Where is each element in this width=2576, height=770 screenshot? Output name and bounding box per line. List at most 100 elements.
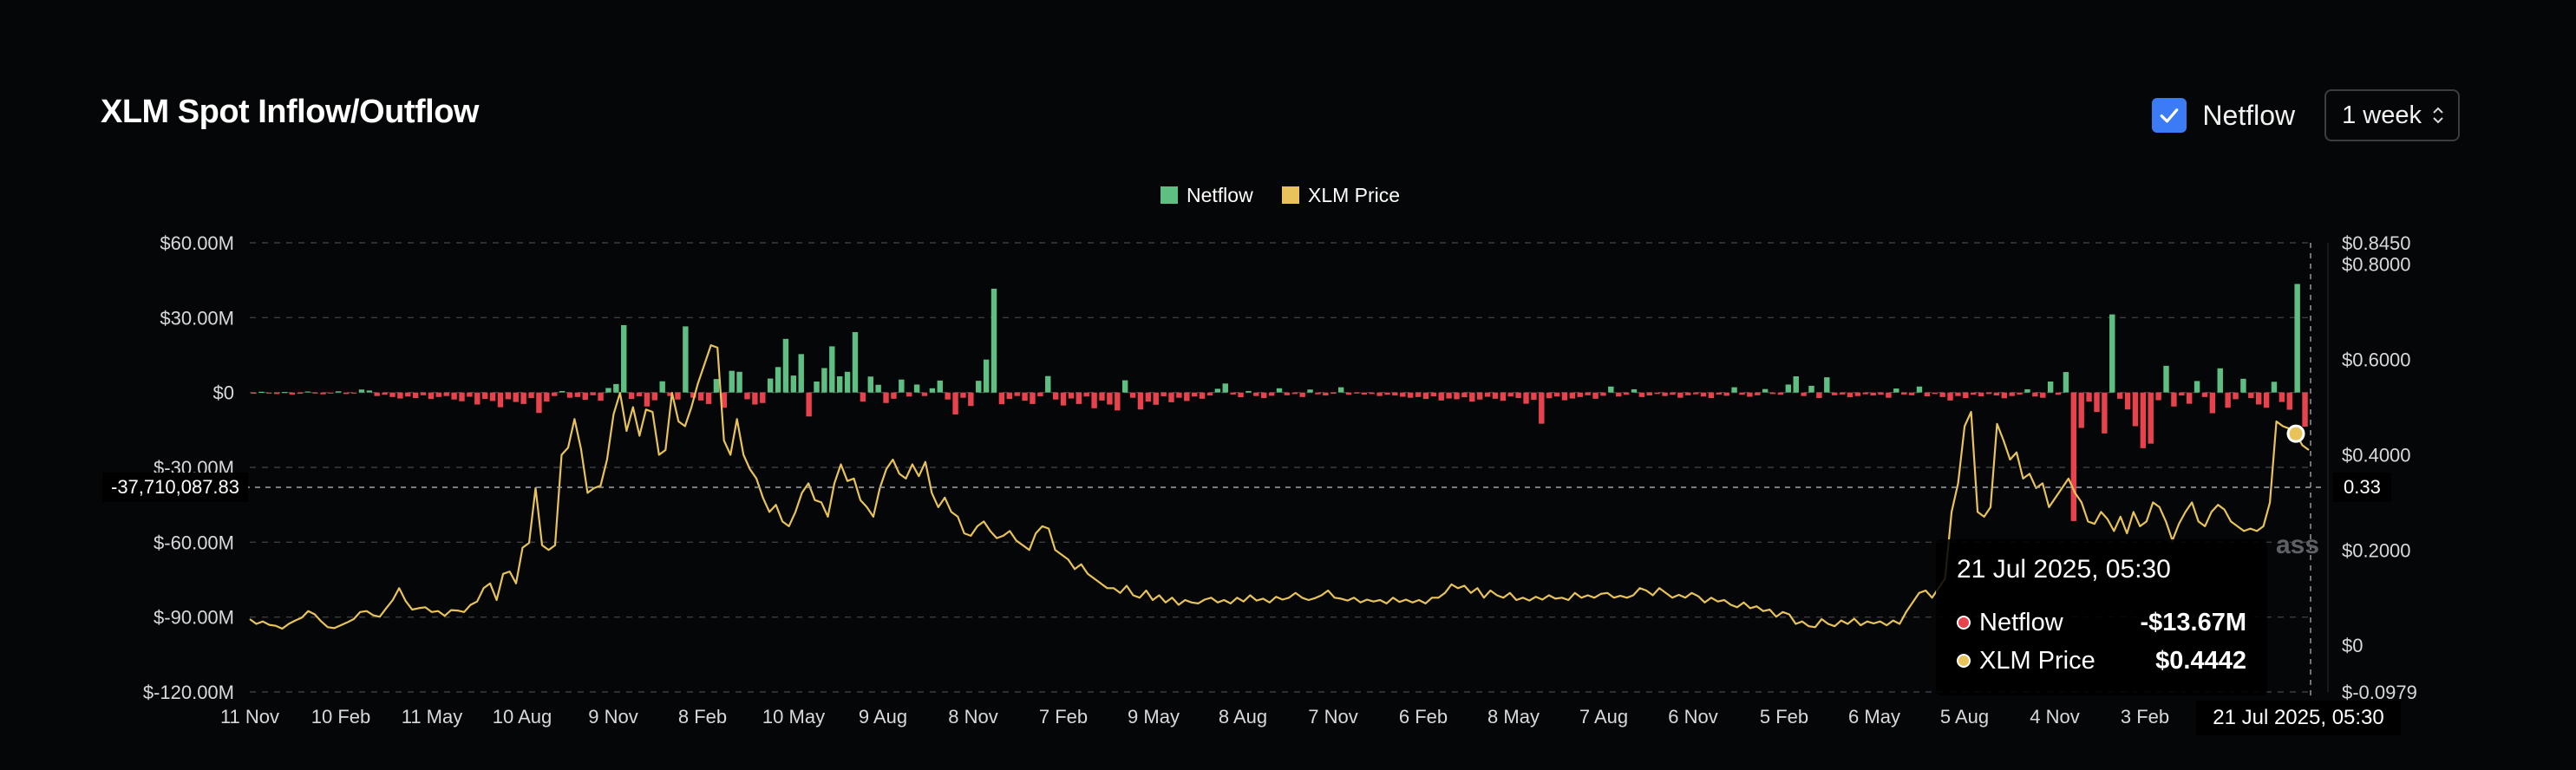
x-tick-label: 6 May bbox=[1848, 706, 1900, 728]
netflow-bar bbox=[1037, 392, 1043, 396]
netflow-bar bbox=[2256, 392, 2262, 405]
tooltip-label: XLM Price bbox=[1979, 646, 2095, 675]
netflow-bar bbox=[474, 392, 481, 405]
netflow-bar bbox=[983, 359, 990, 393]
x-tick-label: 11 Nov bbox=[220, 706, 279, 728]
netflow-bar bbox=[605, 388, 611, 393]
netflow-bar bbox=[752, 392, 758, 405]
netflow-bar bbox=[2286, 392, 2292, 410]
y-right-tick-label: $0 bbox=[2342, 635, 2363, 656]
netflow-bar bbox=[1507, 392, 1514, 397]
x-tick-label: 10 May bbox=[762, 706, 825, 728]
netflow-bar bbox=[2001, 392, 2007, 399]
tooltip-value: -$13.67M bbox=[2140, 608, 2246, 636]
crosshair-x-label: 21 Jul 2025, 05:30 bbox=[2196, 701, 2401, 735]
y-left-tick-label: $60.00M bbox=[160, 232, 234, 254]
netflow-bar bbox=[2294, 284, 2300, 393]
netflow-bar bbox=[1384, 392, 1390, 395]
netflow-bar bbox=[336, 391, 342, 393]
tooltip-row-price: XLM Price $0.4442 bbox=[1957, 642, 2246, 680]
netflow-bar bbox=[1461, 392, 1468, 398]
chart-controls: Netflow 1 week bbox=[2152, 88, 2460, 142]
netflow-bar bbox=[760, 392, 766, 403]
legend-label: XLM Price bbox=[1308, 184, 1400, 206]
netflow-bar bbox=[1276, 388, 1283, 393]
netflow-bar bbox=[1476, 392, 1483, 400]
netflow-bar bbox=[1670, 392, 1676, 395]
netflow-bar bbox=[1184, 392, 1190, 401]
watermark: ass bbox=[2276, 531, 2320, 559]
netflow-bar bbox=[1206, 392, 1213, 396]
netflow-bar bbox=[1553, 392, 1560, 397]
netflow-bar bbox=[1916, 386, 1923, 393]
price-dot-icon bbox=[1957, 654, 1971, 668]
netflow-dot-icon bbox=[1957, 616, 1971, 630]
netflow-bar bbox=[1299, 392, 1305, 397]
netflow-bar bbox=[929, 388, 936, 393]
y-left-tick-label: $-60.00M bbox=[154, 532, 234, 553]
netflow-bar bbox=[2186, 392, 2193, 404]
y-right-tick-label: $0.8450 bbox=[2342, 232, 2411, 254]
netflow-bar bbox=[1291, 392, 1298, 395]
netflow-bar bbox=[1129, 392, 1136, 398]
netflow-bar bbox=[1755, 392, 1761, 395]
netflow-bar bbox=[1870, 392, 1876, 396]
netflow-bar bbox=[1191, 392, 1198, 397]
x-tick-label: 9 May bbox=[1128, 706, 1180, 728]
x-tick-label: 10 Feb bbox=[311, 706, 371, 728]
netflow-bar bbox=[1685, 392, 1691, 395]
netflow-bar bbox=[2017, 392, 2023, 395]
netflow-bar bbox=[937, 380, 943, 393]
netflow-bar bbox=[2302, 392, 2308, 427]
y-left-tick-label: $-90.00M bbox=[154, 607, 234, 629]
netflow-bar bbox=[1323, 392, 1329, 396]
netflow-bar bbox=[1060, 392, 1067, 406]
netflow-bar bbox=[1569, 392, 1576, 399]
netflow-bar bbox=[1392, 392, 1398, 396]
x-tick-label: 7 Feb bbox=[1039, 706, 1088, 728]
netflow-bar bbox=[1739, 392, 1745, 395]
y-axis-right: $0.8450$0.8000 $0.6000 $0.4000 $0.2000 $0 $-0… bbox=[2327, 232, 2417, 703]
xlm-price-line bbox=[249, 344, 2310, 630]
netflow-checkbox-label[interactable]: Netflow bbox=[2202, 99, 2296, 131]
netflow-bar bbox=[320, 392, 326, 395]
netflow-bar bbox=[1454, 392, 1460, 400]
x-tick-label: 9 Nov bbox=[588, 706, 637, 728]
netflow-bar bbox=[544, 392, 550, 402]
netflow-bar bbox=[883, 392, 889, 403]
netflow-bar bbox=[1469, 392, 1475, 402]
netflow-bar bbox=[2086, 392, 2092, 402]
netflow-bar bbox=[1052, 392, 1059, 400]
price-point-marker bbox=[2286, 424, 2305, 443]
netflow-bar bbox=[1939, 392, 1945, 397]
netflow-bar bbox=[435, 392, 442, 397]
x-tick-label: 3 Feb bbox=[2121, 706, 2169, 728]
netflow-bar bbox=[683, 326, 689, 393]
netflow-bar bbox=[559, 390, 566, 393]
chart-tooltip: 21 Jul 2025, 05:30 Netflow -$13.67M XLM … bbox=[1936, 539, 2267, 695]
netflow-bar bbox=[566, 392, 573, 398]
netflow-bar bbox=[451, 392, 457, 400]
page-title: XLM Spot Inflow/Outflow bbox=[101, 94, 479, 130]
netflow-bar bbox=[1700, 392, 1707, 397]
netflow-checkbox[interactable] bbox=[2152, 98, 2187, 133]
netflow-bar bbox=[412, 392, 419, 398]
netflow-bar bbox=[2063, 372, 2069, 393]
netflow-bar bbox=[1376, 392, 1383, 396]
period-select[interactable]: 1 week bbox=[2324, 89, 2460, 141]
netflow-bar bbox=[844, 371, 851, 393]
y-right-tick-label: $-0.0979 bbox=[2342, 682, 2417, 703]
netflow-bar bbox=[2078, 392, 2084, 428]
x-axis: 11 Nov 10 Feb 11 May 10 Aug 9 Nov 8 Feb 10 May… bbox=[220, 706, 2218, 728]
netflow-bar bbox=[2279, 392, 2285, 402]
netflow-bar bbox=[2225, 392, 2231, 408]
netflow-bar bbox=[621, 324, 627, 393]
netflow-bar bbox=[1238, 392, 1244, 398]
x-tick-label: 7 Nov bbox=[1308, 706, 1357, 728]
netflow-bar bbox=[443, 392, 449, 396]
netflow-bar bbox=[998, 392, 1005, 405]
netflow-bar bbox=[1246, 390, 1252, 393]
netflow-bar bbox=[582, 392, 588, 401]
netflow-bar bbox=[1816, 392, 1822, 398]
